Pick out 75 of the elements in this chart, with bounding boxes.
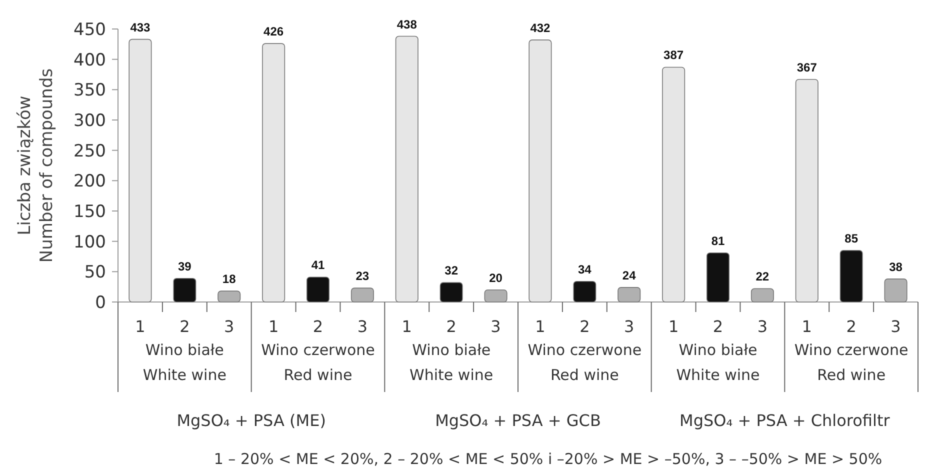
bar (884, 278, 908, 302)
bar (618, 287, 641, 302)
bar (173, 278, 196, 302)
bar (662, 66, 686, 302)
text: Wino czerwone Red wine (261, 341, 375, 384)
y-tick-label: 100 (74, 232, 106, 252)
x-tick-label: 1 (135, 317, 146, 336)
bar (840, 250, 863, 302)
bar (440, 282, 463, 302)
x-tick-label: 2 (846, 317, 856, 336)
y-tick-label: 200 (74, 172, 106, 192)
bar (528, 40, 552, 302)
y-tick-label: 0 (95, 292, 106, 313)
x-tick-label: 3 (890, 317, 901, 336)
bar (750, 288, 774, 302)
bar (484, 289, 508, 302)
y-axis-title: Liczba związków Number of compounds (15, 68, 57, 263)
data-label: 20 (489, 270, 503, 285)
text: MgSO₄ + PSA + GCB (435, 411, 601, 430)
x-tick-label: 1 (802, 317, 812, 336)
data-label: 39 (178, 259, 192, 274)
x-tick-label: 2 (580, 317, 590, 336)
data-label: 81 (711, 234, 725, 248)
data-label: 85 (844, 231, 858, 246)
y-tick-label: 50 (84, 262, 106, 283)
data-label: 426 (264, 24, 284, 39)
bar (306, 276, 330, 302)
data-label: 24 (622, 268, 636, 282)
x-tick-label: 1 (268, 317, 279, 336)
data-label: 32 (444, 264, 458, 278)
data-label: 438 (396, 17, 418, 32)
text: Wino czerwone Red wine (794, 341, 908, 384)
text: MgSO₄ + PSA (ME) (176, 411, 326, 430)
x-tick-label: 1 (535, 317, 546, 336)
y-tick-label: 150 (74, 202, 106, 222)
text: Wino białe White wine (676, 341, 760, 384)
x-tick-label: 1 (668, 317, 679, 336)
x-tick-label: 2 (712, 317, 724, 336)
x-tick-label: 3 (757, 317, 768, 336)
data-label: 433 (130, 20, 151, 34)
y-tick-label: 250 (74, 141, 106, 162)
data-label: 367 (796, 60, 818, 74)
x-tick-label: 3 (224, 317, 234, 336)
bar (350, 288, 374, 302)
bar (573, 280, 596, 302)
bar (218, 290, 241, 302)
x-tick-label: 1 (402, 317, 412, 336)
data-label: 41 (311, 258, 325, 272)
y-tick-label: 300 (74, 110, 106, 131)
text: Wino białe White wine (410, 341, 494, 384)
text: MgSO₄ + PSA + Chlorofiltr (680, 411, 890, 430)
x-tick-label: 3 (490, 317, 501, 336)
x-tick-label: 3 (357, 317, 368, 336)
x-tick-label: 2 (180, 317, 190, 336)
y-tick-label: 350 (74, 80, 106, 101)
data-label: 18 (222, 272, 236, 286)
bar (128, 38, 152, 302)
data-label: 22 (756, 270, 770, 284)
x-tick-label: 3 (624, 317, 634, 336)
text: 1 – 20% < ME < 20%, 2 – 20% < ME < 50% i –20% > ME > –50%, 3 – –50% > ME > 50% (214, 450, 882, 468)
y-tick-label: 400 (74, 50, 106, 70)
data-label: 23 (356, 269, 370, 284)
bar (395, 36, 418, 302)
bar (262, 43, 286, 302)
bar (706, 252, 730, 302)
data-label: 432 (530, 20, 551, 35)
data-label: 38 (889, 260, 903, 274)
text: Wino czerwone Red wine (528, 341, 642, 384)
y-tick-label: 450 (74, 20, 106, 40)
x-tick-label: 2 (312, 317, 324, 336)
data-label: 387 (664, 48, 684, 62)
text: Wino białe White wine (142, 341, 226, 384)
x-tick-label: 2 (446, 317, 456, 336)
data-label: 34 (578, 262, 592, 276)
bar (795, 78, 818, 302)
